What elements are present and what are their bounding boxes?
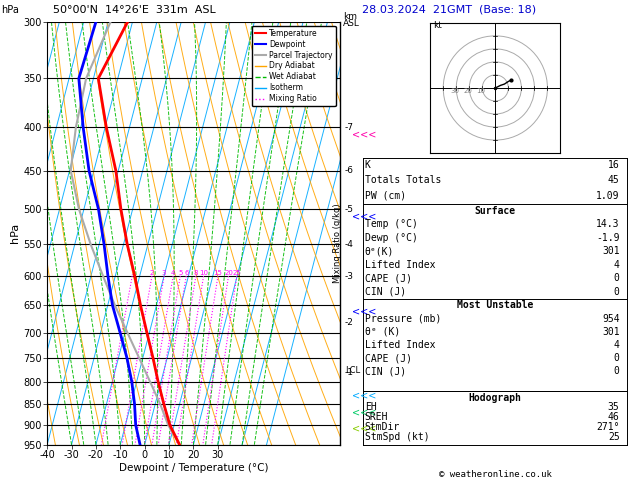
Text: © weatheronline.co.uk: © weatheronline.co.uk [438, 469, 552, 479]
Text: Lifted Index: Lifted Index [365, 260, 435, 270]
Text: 1.09: 1.09 [596, 191, 620, 201]
Text: 6: 6 [184, 270, 189, 276]
Text: -1.9: -1.9 [596, 233, 620, 243]
Text: 45: 45 [608, 175, 620, 185]
Text: θᵉ (K): θᵉ (K) [365, 327, 400, 337]
Text: km: km [343, 12, 357, 21]
Text: CIN (J): CIN (J) [365, 287, 406, 297]
Text: 30: 30 [450, 88, 459, 94]
Text: StmSpd (kt): StmSpd (kt) [365, 432, 430, 442]
Text: 15: 15 [213, 270, 223, 276]
Text: 25: 25 [233, 270, 241, 276]
Text: 0: 0 [614, 273, 620, 283]
Text: 1: 1 [130, 270, 135, 276]
Text: <<<: <<< [352, 407, 377, 417]
Text: ASL: ASL [343, 19, 360, 29]
Text: -4: -4 [345, 240, 353, 249]
Text: LCL: LCL [345, 365, 360, 375]
Text: 28.03.2024  21GMT  (Base: 18): 28.03.2024 21GMT (Base: 18) [362, 5, 536, 15]
Text: Temp (°C): Temp (°C) [365, 219, 418, 229]
Text: 301: 301 [602, 327, 620, 337]
Text: <<<: <<< [352, 211, 377, 222]
Text: CIN (J): CIN (J) [365, 366, 406, 376]
Text: 3: 3 [162, 270, 167, 276]
Text: 2: 2 [150, 270, 154, 276]
Text: 5: 5 [178, 270, 182, 276]
Text: 35: 35 [608, 402, 620, 413]
Text: -6: -6 [345, 166, 353, 175]
Text: hPa: hPa [1, 5, 19, 15]
Text: 0: 0 [614, 287, 620, 297]
Text: -7: -7 [345, 123, 353, 132]
Text: θᵉ(K): θᵉ(K) [365, 246, 394, 256]
Text: 10: 10 [477, 88, 486, 94]
Text: 4: 4 [614, 340, 620, 350]
Text: Pressure (mb): Pressure (mb) [365, 313, 441, 324]
Text: PW (cm): PW (cm) [365, 191, 406, 201]
Text: 271°: 271° [596, 422, 620, 432]
Text: 10: 10 [199, 270, 208, 276]
Text: 25: 25 [608, 432, 620, 442]
Text: Dewp (°C): Dewp (°C) [365, 233, 418, 243]
Text: -1: -1 [345, 368, 353, 377]
Text: 20: 20 [464, 88, 472, 94]
Text: SREH: SREH [365, 412, 388, 422]
Text: 301: 301 [602, 246, 620, 256]
Text: Lifted Index: Lifted Index [365, 340, 435, 350]
Text: 46: 46 [608, 412, 620, 422]
Text: CAPE (J): CAPE (J) [365, 273, 412, 283]
Text: Surface: Surface [474, 206, 516, 216]
Text: 954: 954 [602, 313, 620, 324]
Text: 0: 0 [614, 366, 620, 376]
Text: -2: -2 [345, 317, 353, 327]
Text: K: K [365, 160, 370, 170]
Text: 14.3: 14.3 [596, 219, 620, 229]
Text: Most Unstable: Most Unstable [457, 300, 533, 311]
Text: 20: 20 [224, 270, 233, 276]
Text: 4: 4 [614, 260, 620, 270]
Text: -5: -5 [345, 205, 353, 214]
Text: <<<: <<< [352, 390, 377, 400]
Text: 50°00'N  14°26'E  331m  ASL: 50°00'N 14°26'E 331m ASL [53, 5, 216, 15]
Text: -3: -3 [345, 272, 353, 280]
Text: StmDir: StmDir [365, 422, 400, 432]
Text: <<<: <<< [352, 130, 377, 139]
Text: 8: 8 [194, 270, 198, 276]
Text: <<<: <<< [352, 306, 377, 316]
Text: 16: 16 [608, 160, 620, 170]
Legend: Temperature, Dewpoint, Parcel Trajectory, Dry Adiabat, Wet Adiabat, Isotherm, Mi: Temperature, Dewpoint, Parcel Trajectory… [252, 26, 336, 106]
Text: CAPE (J): CAPE (J) [365, 353, 412, 363]
Text: Hodograph: Hodograph [469, 393, 521, 403]
Text: Mixing Ratio (g/kg): Mixing Ratio (g/kg) [333, 203, 342, 283]
Text: 0: 0 [614, 353, 620, 363]
Y-axis label: hPa: hPa [10, 223, 20, 243]
Text: Totals Totals: Totals Totals [365, 175, 441, 185]
Text: EH: EH [365, 402, 377, 413]
Text: kt: kt [433, 21, 442, 30]
X-axis label: Dewpoint / Temperature (°C): Dewpoint / Temperature (°C) [119, 463, 268, 473]
Text: 4: 4 [171, 270, 175, 276]
Text: <<<: <<< [352, 424, 377, 434]
